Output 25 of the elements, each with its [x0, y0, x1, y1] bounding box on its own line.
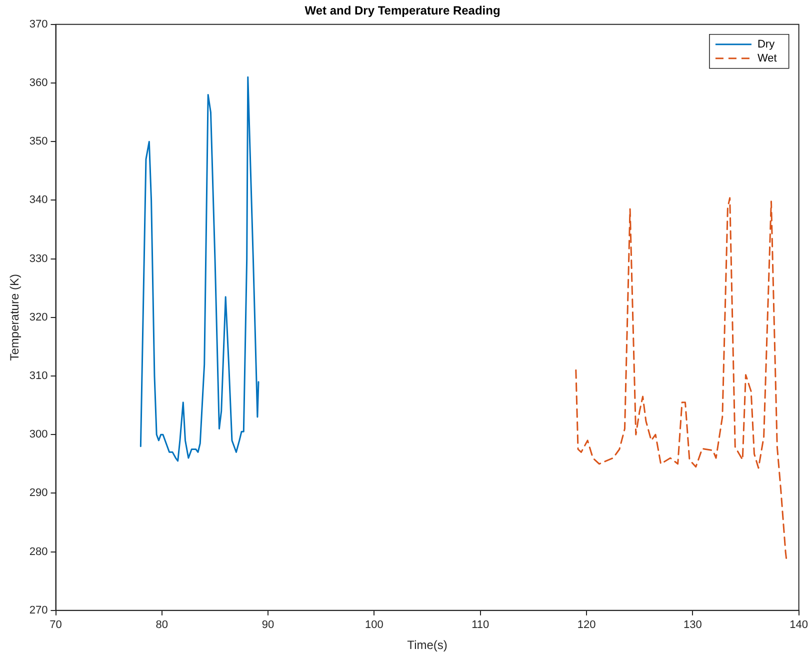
x-axis-title: Time(s) — [407, 638, 448, 652]
x-tick-label: 140 — [790, 619, 808, 632]
x-tick-label: 110 — [472, 619, 490, 632]
chart-title: Wet and Dry Temperature Reading — [304, 4, 500, 18]
legend-label: Dry — [757, 38, 776, 50]
y-axis-title: Temperature (K) — [8, 274, 22, 361]
y-tick-label: 340 — [29, 194, 48, 206]
y-tick-label: 360 — [29, 77, 48, 90]
y-tick-label: 290 — [29, 487, 48, 500]
y-tick-label: 370 — [29, 18, 48, 30]
x-tick-label: 80 — [156, 619, 168, 632]
y-tick-label: 350 — [29, 136, 48, 148]
y-tick-label: 320 — [29, 311, 48, 324]
x-tick-label: 130 — [683, 619, 702, 632]
y-tick-label: 300 — [29, 428, 48, 441]
legend-label: Wet — [757, 52, 777, 64]
line-series — [575, 197, 788, 562]
x-tick-label: 100 — [365, 619, 384, 632]
y-tick-label: 270 — [29, 604, 48, 616]
x-tick-label: 90 — [262, 619, 274, 632]
x-tick-label: 70 — [50, 619, 62, 632]
y-tick-label: 280 — [29, 546, 48, 558]
y-tick-label: 330 — [29, 252, 48, 265]
x-tick-label: 120 — [577, 619, 596, 632]
y-tick-label: 310 — [29, 370, 48, 382]
